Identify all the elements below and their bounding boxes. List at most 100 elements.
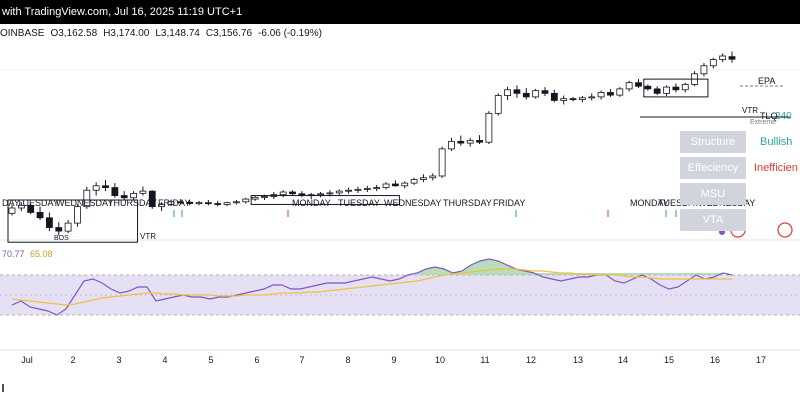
day-label: FRIDAY: [493, 198, 525, 208]
candle: [635, 82, 642, 87]
candle: [616, 88, 624, 96]
candle: [167, 201, 175, 205]
candle: [363, 188, 371, 190]
candle: [36, 212, 44, 219]
x-tick-label: 17: [756, 355, 766, 365]
x-tick-label: 10: [435, 355, 445, 365]
day-label: DAY: [2, 198, 20, 208]
candle: [148, 190, 156, 208]
candle: [382, 183, 390, 188]
candle: [401, 182, 409, 187]
header-bar: with TradingView.com, Jul 16, 2025 11:19…: [0, 0, 800, 24]
candle: [597, 92, 605, 98]
day-label: FRIDAY: [158, 198, 190, 208]
candle: [391, 183, 399, 187]
rsi-value: 70.77: [2, 249, 25, 259]
candle: [448, 140, 455, 150]
x-tick-label: 2: [70, 355, 75, 365]
day-label: TUESDAY: [658, 198, 700, 208]
candle: [504, 89, 511, 96]
rsi-line: [11, 258, 733, 316]
candle: [27, 204, 35, 213]
day-label: MONDAY: [630, 198, 669, 208]
rsi-overbought-fill: [417, 259, 723, 275]
candle: [186, 201, 194, 204]
candle: [719, 55, 727, 60]
candle: [214, 203, 222, 205]
open-label: O: [50, 28, 59, 39]
structure-label: Structure: [690, 136, 736, 148]
candle: [345, 189, 353, 192]
annotation-bos: BOS: [54, 235, 69, 242]
candle: [709, 59, 717, 67]
day-label: TUESDAY: [17, 198, 59, 208]
x-tick-label: 7: [299, 355, 304, 365]
candle: [102, 185, 109, 188]
us-flag-icon: [777, 222, 793, 238]
candle: [410, 179, 418, 184]
candle: [8, 207, 16, 214]
candle: [532, 90, 540, 98]
candle: [195, 202, 203, 205]
candle: [672, 86, 680, 91]
symbol-label: OINBASE: [0, 28, 45, 39]
x-tick-label: 13: [573, 355, 583, 365]
candle: [522, 92, 530, 98]
candle: [111, 187, 119, 196]
day-label: MONDAY: [292, 198, 331, 208]
candle: [326, 192, 334, 195]
efficiency-label: Effeciency: [687, 162, 739, 174]
efficiency-label-box: Effeciency: [680, 157, 746, 179]
annotation-tlq: TLQ: [760, 111, 778, 121]
rsi-ma-line: [11, 268, 732, 306]
x-tick-label: Jul: [21, 355, 33, 365]
candle: [354, 188, 362, 191]
x-tick-label: 6: [254, 355, 259, 365]
candle: [55, 227, 63, 232]
range-box-left: [7, 199, 139, 243]
msu-label-box: MSU: [680, 183, 746, 205]
candle: [429, 175, 437, 179]
candle: [438, 148, 446, 177]
rsi-ma-value: 65.08: [30, 249, 53, 259]
candle: [83, 189, 91, 208]
candle: [233, 201, 240, 204]
candle: [625, 82, 633, 90]
candle: [681, 84, 689, 91]
range-box-middle: [250, 195, 400, 205]
low-value: 3,148.74: [160, 28, 200, 39]
vta-label: VTA: [702, 214, 724, 226]
candle: [130, 192, 137, 199]
structure-label-box: Structure: [680, 131, 746, 153]
candle: [17, 204, 25, 209]
candle: [578, 97, 586, 100]
day-label: TUESDAY: [338, 198, 380, 208]
close-value: 3,156.76: [213, 28, 253, 39]
candle: [653, 88, 661, 94]
candle: [457, 140, 465, 144]
candle: [335, 190, 343, 194]
candle: [466, 140, 474, 144]
close-label: C: [205, 28, 214, 39]
candle: [513, 89, 521, 94]
candle: [663, 86, 670, 94]
candle: [550, 92, 558, 101]
candle: [176, 201, 184, 204]
x-tick-label: 3: [116, 355, 121, 365]
x-tick-label: 16: [710, 355, 720, 365]
candle: [261, 196, 268, 198]
candle: [485, 112, 493, 143]
candle: [728, 56, 736, 60]
high-label: H: [103, 28, 111, 39]
day-label: THURSDAY: [443, 198, 492, 208]
header-text: with TradingView.com, Jul 16, 2025 11:19…: [2, 6, 243, 18]
vta-label-box: VTA: [680, 209, 746, 231]
candle: [223, 202, 231, 205]
candle: [476, 140, 483, 143]
candle: [46, 217, 53, 228]
x-tick-label: 9: [391, 355, 396, 365]
candle: [373, 187, 381, 189]
candle: [560, 98, 568, 101]
candle: [251, 196, 259, 200]
